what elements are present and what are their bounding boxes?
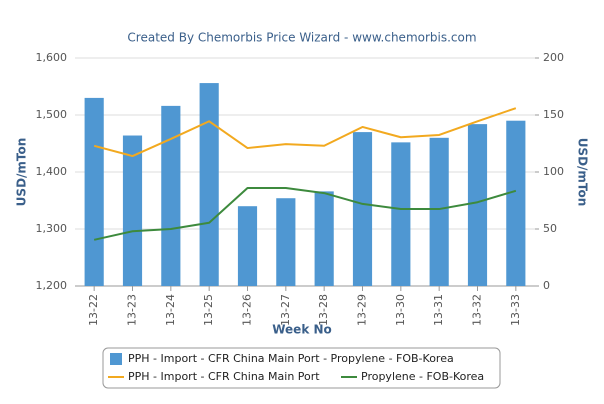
legend-label: Propylene - FOB-Korea bbox=[361, 370, 484, 383]
x-tick-label: 13-30 bbox=[394, 294, 407, 326]
bar bbox=[314, 191, 334, 286]
x-axis-title: Week No bbox=[272, 323, 332, 337]
legend-label: PPH - Import - CFR China Main Port - Pro… bbox=[128, 352, 454, 365]
legend-label: PPH - Import - CFR China Main Port bbox=[128, 370, 320, 383]
x-tick-label: 13-24 bbox=[164, 294, 177, 326]
x-tick-label: 13-22 bbox=[87, 294, 100, 326]
x-tick-label: 13-29 bbox=[356, 294, 369, 326]
bar bbox=[352, 132, 373, 286]
bar bbox=[429, 137, 449, 286]
y2-tick-label: 50 bbox=[543, 222, 557, 235]
x-tick-label: 13-33 bbox=[509, 294, 522, 326]
legend-swatch bbox=[110, 353, 122, 365]
y-tick-label: 1,500 bbox=[36, 108, 68, 121]
bar bbox=[276, 198, 296, 286]
line bbox=[93, 186, 517, 241]
bar bbox=[199, 83, 219, 286]
x-tick-label: 13-25 bbox=[202, 294, 215, 326]
x-tick-label: 13-31 bbox=[432, 294, 445, 326]
y2-tick-label: 0 bbox=[543, 279, 550, 292]
y-tick-label: 1,200 bbox=[36, 279, 68, 292]
y2-tick-label: 200 bbox=[543, 51, 564, 64]
y2-axis-title: USD/mTon bbox=[576, 138, 590, 207]
y-tick-label: 1,300 bbox=[36, 222, 68, 235]
legend-box bbox=[102, 347, 501, 389]
x-tick-label: 13-28 bbox=[317, 294, 330, 326]
line bbox=[93, 107, 517, 158]
y-tick-label: 1,400 bbox=[36, 165, 68, 178]
bar bbox=[161, 105, 181, 286]
chart-title: Created By Chemorbis Price Wizard - www.… bbox=[127, 31, 476, 45]
bar bbox=[391, 142, 411, 286]
bar bbox=[84, 97, 104, 287]
y2-tick-label: 100 bbox=[543, 165, 564, 178]
y2-tick-label: 150 bbox=[543, 108, 564, 121]
x-tick-label: 13-23 bbox=[126, 294, 139, 326]
bar bbox=[506, 120, 526, 286]
y-tick-label: 1,600 bbox=[36, 51, 68, 64]
bar bbox=[467, 124, 488, 287]
y-axis-title: USD/mTon bbox=[15, 138, 29, 207]
x-tick-label: 13-26 bbox=[241, 294, 254, 326]
x-tick-label: 13-32 bbox=[471, 294, 484, 326]
bar bbox=[237, 206, 258, 286]
x-tick-label: 13-27 bbox=[279, 294, 292, 326]
bar bbox=[122, 135, 143, 286]
